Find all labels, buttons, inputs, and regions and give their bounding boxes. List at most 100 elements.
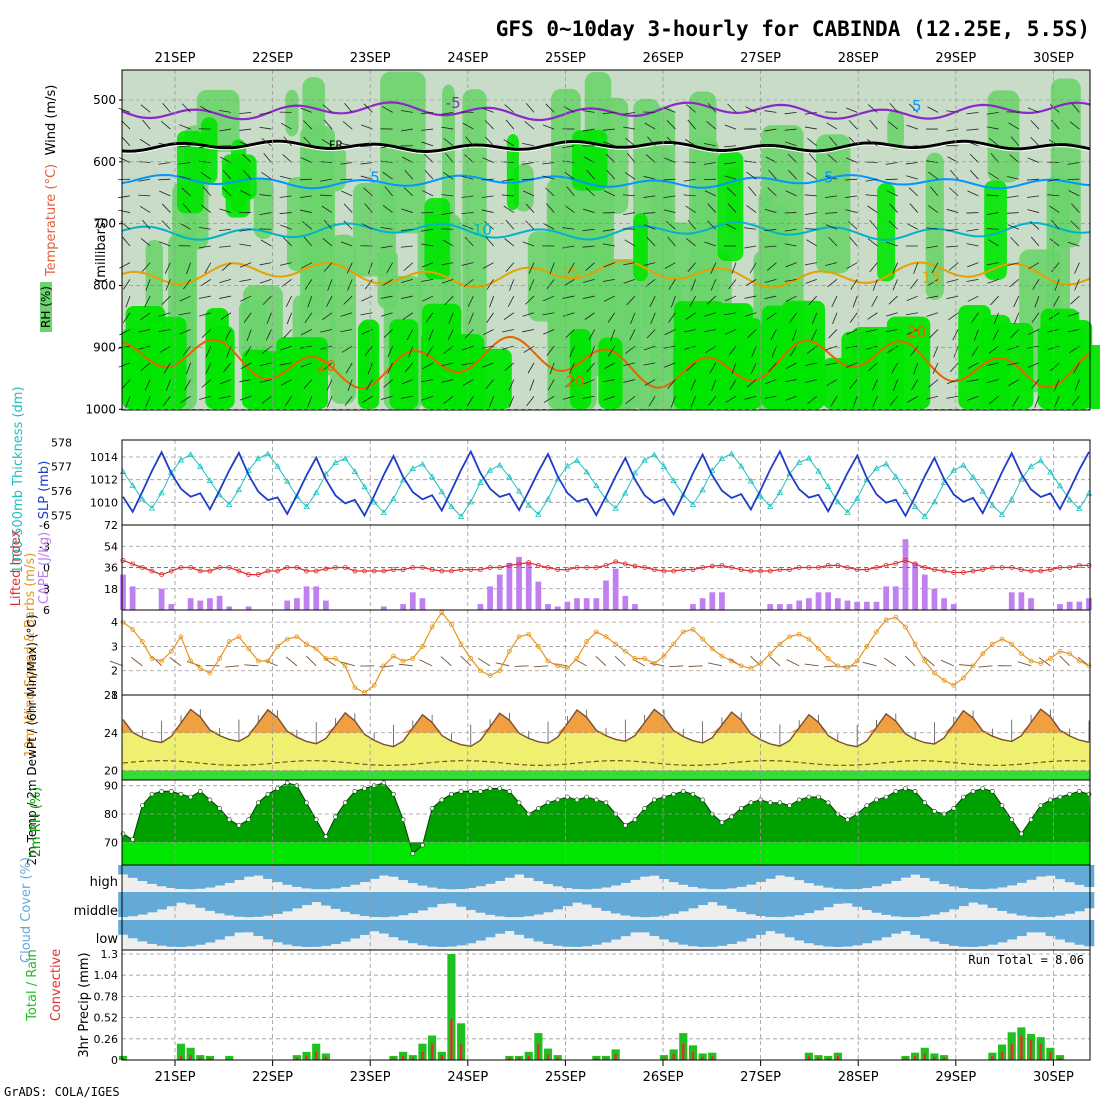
- cloud-cover-bar: [514, 892, 525, 918]
- precip-convective-bar: [459, 1043, 463, 1060]
- wind-barb: [1074, 262, 1080, 274]
- cloud-cover-bar: [639, 892, 650, 918]
- cloud-cover-bar: [263, 920, 274, 940]
- thickness-point: [284, 477, 291, 484]
- wind-speed-point: [429, 624, 435, 630]
- wind-barb: [201, 204, 212, 213]
- lifted-index-point: [835, 562, 841, 568]
- wind-barb: [1027, 195, 1040, 198]
- rh-point: [671, 791, 676, 797]
- date-label-top: 21SEP: [155, 51, 196, 66]
- precip-convective-bar: [179, 1055, 183, 1060]
- wind-barb: [892, 262, 898, 274]
- cape-bar: [854, 601, 861, 610]
- wind-barb: [224, 329, 232, 341]
- cloud-cover-bar: [987, 892, 998, 908]
- wind-barb: [543, 329, 555, 335]
- cloud-cover-bar: [717, 920, 728, 946]
- wind-barb: [285, 295, 292, 307]
- wind-barb: [1070, 295, 1080, 305]
- thickness-point: [119, 468, 127, 474]
- wind-speed-point: [246, 646, 251, 652]
- thickness-point: [815, 467, 822, 474]
- wind-barb: [1054, 396, 1060, 408]
- thickness-point: [457, 513, 465, 519]
- wind-speed-point: [951, 682, 957, 688]
- lifted-index-point: [1047, 567, 1053, 573]
- wind-barb: [522, 312, 535, 317]
- wind-barb: [205, 346, 212, 358]
- wind-barb: [465, 136, 474, 147]
- wind-speed-point: [835, 663, 841, 669]
- thickness-point: [873, 464, 880, 471]
- wind-barb: [384, 186, 393, 197]
- wind-barb: [562, 295, 575, 299]
- cloud-cover-bar: [127, 892, 138, 917]
- wind-barb: [1007, 262, 1019, 266]
- rh-point: [197, 789, 203, 794]
- cloud-cover-bar: [900, 865, 911, 878]
- rh-point: [545, 800, 551, 805]
- wind-barb: [534, 665, 549, 668]
- wind-barb: [626, 153, 636, 163]
- wind-barb: [340, 241, 353, 247]
- wind-barb: [849, 312, 858, 323]
- wind-barb: [949, 362, 959, 373]
- wind-barb: [219, 379, 232, 385]
- lifted-index-line: [122, 559, 1089, 576]
- wind-barb: [949, 169, 959, 180]
- wind-barb: [948, 262, 959, 271]
- cloud-cover-bar: [697, 892, 708, 905]
- cloud-cover-bar: [253, 865, 264, 876]
- cloud-cover-bar: [504, 920, 515, 932]
- wind-speed-point: [864, 644, 870, 649]
- cloud-cover-bar: [543, 920, 554, 944]
- cloud-cover-bar: [388, 865, 399, 877]
- precip-total-bar: [457, 1023, 466, 1060]
- rh-point: [796, 797, 802, 803]
- cape-bar: [699, 598, 706, 610]
- wind-barb: [421, 128, 434, 131]
- wind-barb: [927, 106, 939, 113]
- wind-barb: [825, 176, 838, 180]
- precip-total-bar: [601, 1055, 611, 1060]
- wind-barb: [643, 175, 656, 180]
- wind-barb: [910, 345, 919, 357]
- wind-barb: [279, 195, 292, 198]
- wind-barb: [832, 312, 838, 325]
- precip-convective-bar: [440, 1055, 443, 1060]
- wind-barb: [946, 278, 959, 283]
- wind-barb: [586, 362, 595, 373]
- cloud-cover-bar: [939, 892, 950, 913]
- wind-barb: [909, 103, 919, 113]
- wind-tick-label: 1: [111, 689, 118, 702]
- wind-barb: [200, 279, 212, 287]
- wind-barb: [707, 203, 717, 213]
- rh-point: [255, 800, 261, 805]
- rh-point: [169, 789, 174, 794]
- wind-barb: [1049, 205, 1060, 213]
- wind-barb: [562, 145, 575, 149]
- cloud-cover-bar: [987, 865, 998, 889]
- wind-barb: [926, 145, 939, 149]
- lifted-index-point: [217, 565, 223, 570]
- cloud-cover-bar: [678, 920, 689, 945]
- cloud-cover-bar: [1084, 920, 1095, 947]
- rh-point: [1009, 817, 1015, 822]
- rh-point: [767, 800, 773, 805]
- rh-point: [381, 780, 387, 786]
- thickness-point: [515, 487, 523, 494]
- cloud-cover-bar: [166, 920, 177, 947]
- wind-barb: [765, 156, 777, 163]
- wind-barb: [845, 195, 858, 198]
- wind-speed-point: [1038, 661, 1044, 666]
- wind-barb: [444, 295, 454, 306]
- wind-barb: [443, 172, 454, 180]
- wind-barb: [326, 379, 333, 391]
- lifted-index-point: [951, 570, 957, 575]
- wind-barb: [1054, 279, 1060, 291]
- wind-speed-point: [632, 656, 638, 661]
- cloud-cover-bar: [1035, 920, 1046, 933]
- wind-barb: [159, 190, 171, 197]
